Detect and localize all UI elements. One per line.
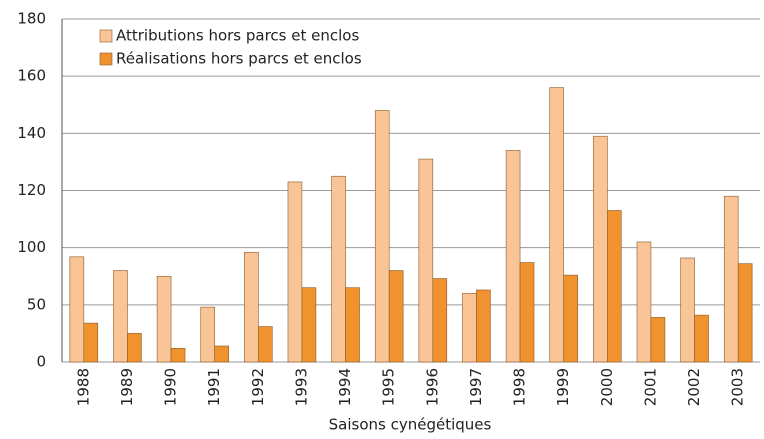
x-tick-label: 1989	[118, 368, 136, 406]
bar	[345, 287, 360, 363]
legend-swatch	[99, 52, 113, 66]
bar	[127, 333, 142, 363]
bar	[650, 317, 666, 363]
bar	[214, 345, 229, 363]
x-tick-label: 1991	[205, 368, 223, 406]
y-tick-label: 180	[17, 10, 46, 28]
y-tick-label: 140	[17, 124, 46, 142]
y-tick-label: 50	[27, 295, 46, 313]
bar	[549, 87, 564, 363]
legend-label: Attributions hors parcs et enclos	[116, 27, 359, 45]
bar	[694, 314, 709, 363]
bar	[113, 270, 128, 363]
bar	[301, 287, 317, 363]
bar	[388, 270, 404, 363]
bar	[462, 293, 477, 363]
x-tick-label: 1998	[511, 368, 529, 406]
x-tick-label: 2000	[598, 368, 616, 406]
x-tick-label: 2003	[729, 368, 747, 406]
bar	[723, 195, 739, 363]
x-tick-label: 1996	[423, 368, 441, 406]
bar	[563, 274, 578, 363]
x-tick-label: 1999	[554, 368, 572, 406]
bar	[593, 135, 608, 363]
x-tick-label: 1995	[380, 368, 398, 406]
bar	[83, 322, 99, 363]
bar	[69, 256, 85, 363]
bar	[200, 306, 215, 363]
bar	[680, 257, 695, 363]
bar	[170, 347, 186, 363]
bar	[374, 110, 390, 363]
y-tick-label: 160	[17, 67, 46, 85]
bar	[636, 241, 652, 363]
legend-swatch	[99, 29, 113, 43]
bar	[519, 262, 535, 363]
x-tick-label: 1990	[162, 368, 180, 406]
x-tick-label: 2002	[685, 368, 703, 406]
x-tick-label: 1993	[292, 368, 310, 406]
x-tick-label: 1997	[467, 368, 485, 406]
bar	[258, 326, 273, 363]
bar	[432, 278, 448, 363]
bar	[505, 150, 521, 363]
bar	[244, 251, 259, 363]
x-tick-label: 2001	[641, 368, 659, 406]
x-axis-label: Saisons cynégétiques	[329, 416, 492, 434]
x-tick-label: 1992	[249, 368, 267, 406]
y-tick-label: 100	[17, 238, 46, 256]
bar	[331, 175, 346, 363]
bar	[287, 181, 303, 363]
x-tick-label: 1988	[74, 368, 92, 406]
bar	[476, 289, 491, 363]
bar	[737, 263, 753, 363]
y-tick-label: 0	[36, 353, 46, 371]
bar	[418, 158, 434, 363]
y-tick-label: 120	[17, 181, 46, 199]
bar	[607, 210, 622, 363]
legend-label: Réalisations hors parcs et enclos	[116, 50, 362, 68]
bar	[156, 275, 172, 363]
x-tick-label: 1994	[336, 368, 354, 406]
